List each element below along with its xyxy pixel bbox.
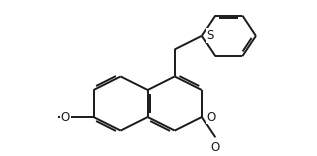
Text: O: O — [207, 111, 216, 124]
Text: S: S — [207, 29, 214, 42]
Text: O: O — [211, 141, 220, 154]
Text: O: O — [61, 111, 70, 124]
